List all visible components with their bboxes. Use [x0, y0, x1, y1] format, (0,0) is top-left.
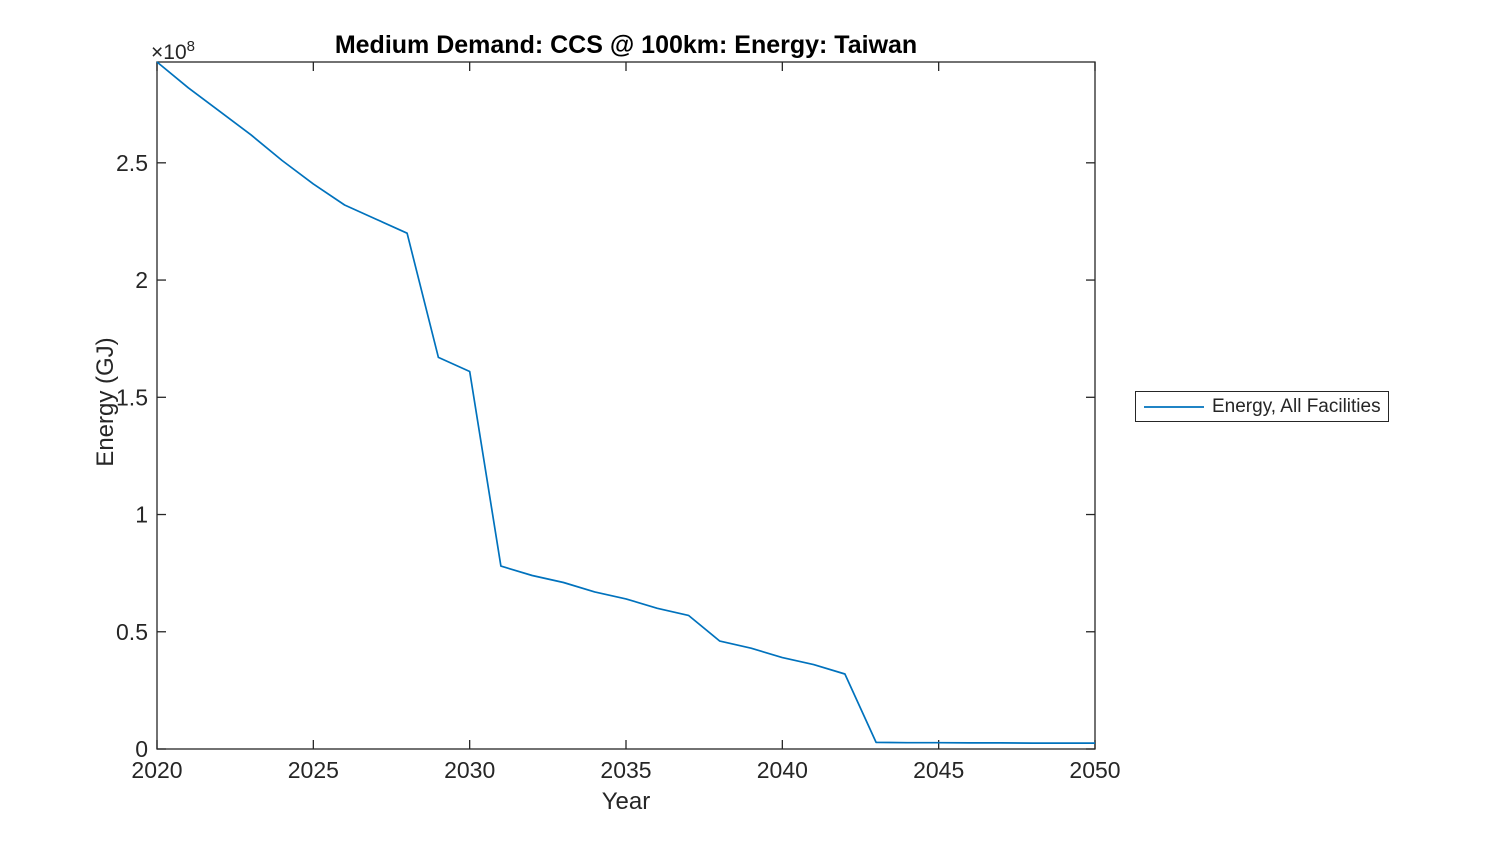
y-tick-label: 1	[135, 502, 148, 528]
y-tick-label: 2	[135, 267, 148, 293]
y-tick-label: 1.5	[116, 384, 148, 410]
chart-title: Medium Demand: CCS @ 100km: Energy: Taiw…	[334, 31, 918, 59]
x-tick-label: 2040	[757, 757, 808, 783]
y-tick-label: 0	[135, 736, 148, 762]
legend-line-sample	[1144, 405, 1204, 408]
x-tick-label: 2025	[288, 757, 339, 783]
x-tick-label: 2020	[131, 757, 182, 783]
y-tick-label: 0.5	[116, 619, 148, 645]
x-tick-label: 2045	[913, 757, 964, 783]
x-axis-label: Year	[601, 788, 651, 815]
y-exponent-base: ×10	[151, 41, 187, 64]
legend-entry-label: Energy, All Facilities	[1212, 395, 1381, 417]
data-line-energy-all-facilities	[156, 61, 1095, 744]
x-tick-label: 2030	[444, 757, 495, 783]
y-axis-label: Energy (GJ)	[92, 337, 119, 467]
axes-frame	[156, 61, 1096, 750]
x-tick-label: 2050	[1069, 757, 1120, 783]
y-exponent-power: 8	[186, 38, 195, 55]
legend: Energy, All Facilities	[1135, 391, 1389, 422]
y-tick-label: 2.5	[116, 150, 148, 176]
y-axis-exponent-label: ×108	[151, 38, 195, 65]
x-tick-label: 2035	[600, 757, 651, 783]
